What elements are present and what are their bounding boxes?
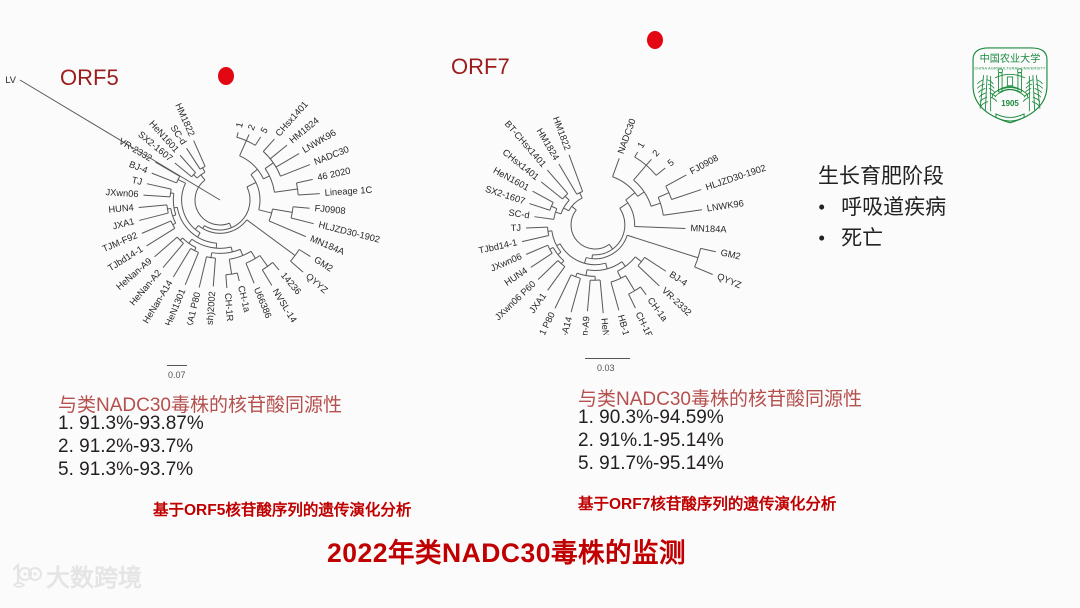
svg-text:NADC30: NADC30: [616, 117, 638, 155]
svg-text:1905: 1905: [1001, 99, 1019, 108]
svg-text:46 2020: 46 2020: [316, 166, 351, 183]
svg-text:Lineage 1C: Lineage 1C: [324, 185, 372, 198]
svg-text:QYYZ: QYYZ: [716, 271, 744, 290]
svg-text:1: 1: [234, 121, 245, 129]
svg-text:JXA1: JXA1: [527, 291, 548, 315]
svg-text:CH-1R: CH-1R: [634, 310, 656, 335]
svg-text:TJ: TJ: [511, 223, 522, 233]
svg-text:HeNan-A9: HeNan-A9: [578, 316, 592, 335]
svg-text:中国农业大学: 中国农业大学: [980, 52, 1041, 65]
svg-text:U66386: U66386: [252, 286, 274, 320]
svg-text:2: 2: [246, 123, 257, 132]
svg-text:GM2: GM2: [720, 247, 742, 261]
svg-text:MN184A: MN184A: [690, 223, 727, 234]
svg-text:CH-1R: CH-1R: [223, 293, 235, 322]
svg-text:HB-1(sh)2002: HB-1(sh)2002: [203, 291, 217, 325]
svg-text:SC-d: SC-d: [508, 208, 530, 221]
svg-text:JXA1: JXA1: [111, 216, 135, 231]
svg-text:5: 5: [259, 125, 270, 135]
svg-text:JXwn06: JXwn06: [105, 187, 139, 199]
svg-text:LNWK96: LNWK96: [706, 198, 744, 213]
svg-text:5: 5: [666, 157, 676, 168]
svg-text:JXwn06 P60: JXwn06 P60: [493, 279, 538, 322]
svg-text:LV: LV: [5, 75, 16, 85]
svg-text:FJ0908: FJ0908: [688, 153, 720, 177]
svg-text:TJ: TJ: [131, 175, 143, 187]
svg-text:1: 1: [635, 140, 646, 150]
svg-text:2: 2: [650, 148, 661, 158]
svg-text:HeNan-A2: HeNan-A2: [599, 318, 613, 335]
svg-text:JXA1 P80: JXA1 P80: [183, 291, 202, 325]
svg-text:NADC30: NADC30: [313, 144, 351, 167]
svg-text:HLJZD30-1902: HLJZD30-1902: [704, 163, 767, 192]
svg-text:QYYZ: QYYZ: [304, 271, 330, 295]
svg-text:HUN4: HUN4: [108, 202, 134, 214]
svg-text:TJbd14-1: TJbd14-1: [478, 237, 519, 255]
svg-text:MN184A: MN184A: [309, 233, 347, 257]
svg-text:BJ-4: BJ-4: [668, 269, 689, 288]
svg-text:CHINA AGRICULTURAL UNIVERSITY: CHINA AGRICULTURAL UNIVERSITY: [974, 65, 1046, 70]
svg-text:FJ0908: FJ0908: [314, 203, 346, 216]
svg-text:CH-1a: CH-1a: [646, 296, 670, 324]
svg-text:GM2: GM2: [312, 255, 334, 274]
svg-text:CH-1a: CH-1a: [236, 285, 252, 314]
